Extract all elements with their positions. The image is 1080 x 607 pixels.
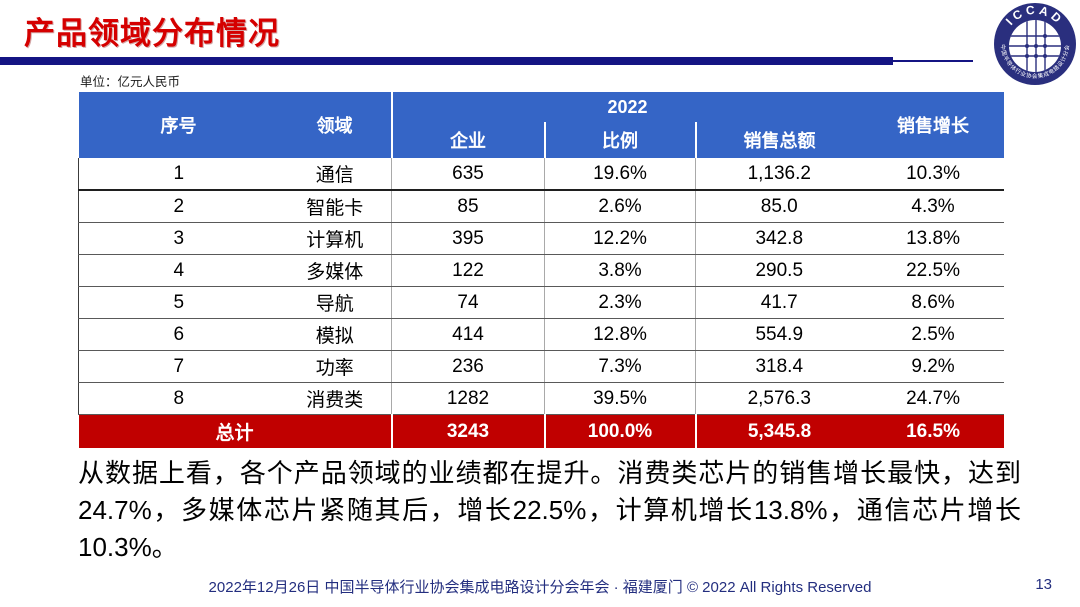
cell-seq: 6: [78, 318, 279, 351]
cell-companies: 74: [391, 286, 545, 319]
cell-seq: 8: [78, 382, 279, 415]
col-header-year-2022: 2022: [390, 92, 863, 122]
cell-companies: 236: [391, 350, 545, 383]
cell-domain: 功率: [278, 350, 392, 383]
cell-companies: 395: [391, 222, 545, 255]
cell-seq: 4: [78, 254, 279, 287]
title-underline-thick: [0, 57, 893, 65]
cell-ratio: 12.8%: [544, 318, 696, 351]
cell-seq: 1: [78, 158, 279, 191]
table-row: 1 通信 635 19.6% 1,136.2 10.3%: [78, 158, 1004, 191]
cell-sales: 41.7: [694, 286, 863, 319]
col-header-seq: 序号: [78, 92, 279, 158]
col-header-companies: 企业: [390, 122, 545, 158]
cell-ratio: 19.6%: [544, 158, 696, 191]
cell-domain: 智能卡: [278, 190, 392, 223]
page-number: 13: [1035, 576, 1052, 593]
table-row: 4 多媒体 122 3.8% 290.5 22.5%: [78, 254, 1004, 287]
cell-total-growth: 16.5%: [862, 414, 1004, 448]
logo-circuit-grid: [1009, 20, 1061, 72]
table-row: 5 导航 74 2.3% 41.7 8.6%: [78, 286, 1004, 319]
cell-sales: 1,136.2: [694, 158, 863, 191]
iccad-logo-icon: ICCAD 中国半导体行业协会集成电路设计分会: [994, 3, 1076, 85]
cell-growth: 24.7%: [862, 382, 1004, 415]
cell-companies: 122: [391, 254, 545, 287]
cell-domain: 导航: [278, 286, 392, 319]
table-row: 6 模拟 414 12.8% 554.9 2.5%: [78, 318, 1004, 351]
table-body: 1 通信 635 19.6% 1,136.2 10.3% 2 智能卡 85 2.…: [78, 158, 1004, 448]
table-total-row: 总计 3243 100.0% 5,345.8 16.5%: [78, 414, 1004, 448]
cell-growth: 22.5%: [862, 254, 1004, 287]
col-header-ratio: 比例: [543, 122, 696, 158]
cell-seq: 7: [78, 350, 279, 383]
footer-copyright: 2022年12月26日 中国半导体行业协会集成电路设计分会年会 · 福建厦门 ©…: [208, 579, 872, 596]
cell-growth: 4.3%: [862, 190, 1004, 223]
cell-domain: 多媒体: [278, 254, 392, 287]
cell-domain: 通信: [278, 158, 392, 191]
cell-domain: 计算机: [278, 222, 392, 255]
cell-ratio: 12.2%: [544, 222, 696, 255]
product-distribution-table: 序号 领域 2022 销售增长 企业 比例 销售总额 1 通信 635 19.6…: [78, 92, 1004, 448]
title-underline-thin: [893, 60, 973, 62]
unit-note: 单位：亿元人民币: [80, 75, 181, 89]
cell-ratio: 3.8%: [544, 254, 696, 287]
cell-sales: 342.8: [694, 222, 863, 255]
col-header-growth: 销售增长: [862, 92, 1004, 158]
cell-sales: 2,576.3: [694, 382, 863, 415]
cell-companies: 635: [391, 158, 545, 191]
cell-ratio: 7.3%: [544, 350, 696, 383]
cell-total-companies: 3243: [390, 414, 545, 448]
col-header-sales: 销售总额: [694, 122, 863, 158]
table-row: 8 消费类 1282 39.5% 2,576.3 24.7%: [78, 382, 1004, 415]
commentary-paragraph: 从数据上看，各个产品领域的业绩都在提升。消费类芯片的销售增长最快，达到24.7%…: [78, 458, 1021, 562]
cell-total-label: 总计: [78, 414, 392, 448]
cell-sales: 318.4: [694, 350, 863, 383]
cell-seq: 2: [78, 190, 279, 223]
page-title: 产品领域分布情况: [24, 16, 280, 51]
cell-ratio: 39.5%: [544, 382, 696, 415]
cell-companies: 1282: [391, 382, 545, 415]
cell-sales: 554.9: [694, 318, 863, 351]
cell-domain: 消费类: [278, 382, 392, 415]
cell-companies: 414: [391, 318, 545, 351]
cell-total-sales: 5,345.8: [694, 414, 863, 448]
cell-growth: 8.6%: [862, 286, 1004, 319]
cell-growth: 9.2%: [862, 350, 1004, 383]
cell-sales: 85.0: [694, 190, 863, 223]
col-header-domain: 领域: [278, 92, 392, 158]
cell-growth: 2.5%: [862, 318, 1004, 351]
cell-ratio: 2.6%: [544, 190, 696, 223]
table-row: 3 计算机 395 12.2% 342.8 13.8%: [78, 222, 1004, 255]
cell-growth: 13.8%: [862, 222, 1004, 255]
table-header: 序号 领域 2022 销售增长 企业 比例 销售总额: [78, 92, 1004, 158]
cell-seq: 5: [78, 286, 279, 319]
cell-domain: 模拟: [278, 318, 392, 351]
cell-ratio: 2.3%: [544, 286, 696, 319]
table-row: 2 智能卡 85 2.6% 85.0 4.3%: [78, 190, 1004, 223]
cell-growth: 10.3%: [862, 158, 1004, 191]
cell-total-ratio: 100.0%: [543, 414, 696, 448]
cell-sales: 290.5: [694, 254, 863, 287]
table-row: 7 功率 236 7.3% 318.4 9.2%: [78, 350, 1004, 383]
cell-seq: 3: [78, 222, 279, 255]
cell-companies: 85: [391, 190, 545, 223]
